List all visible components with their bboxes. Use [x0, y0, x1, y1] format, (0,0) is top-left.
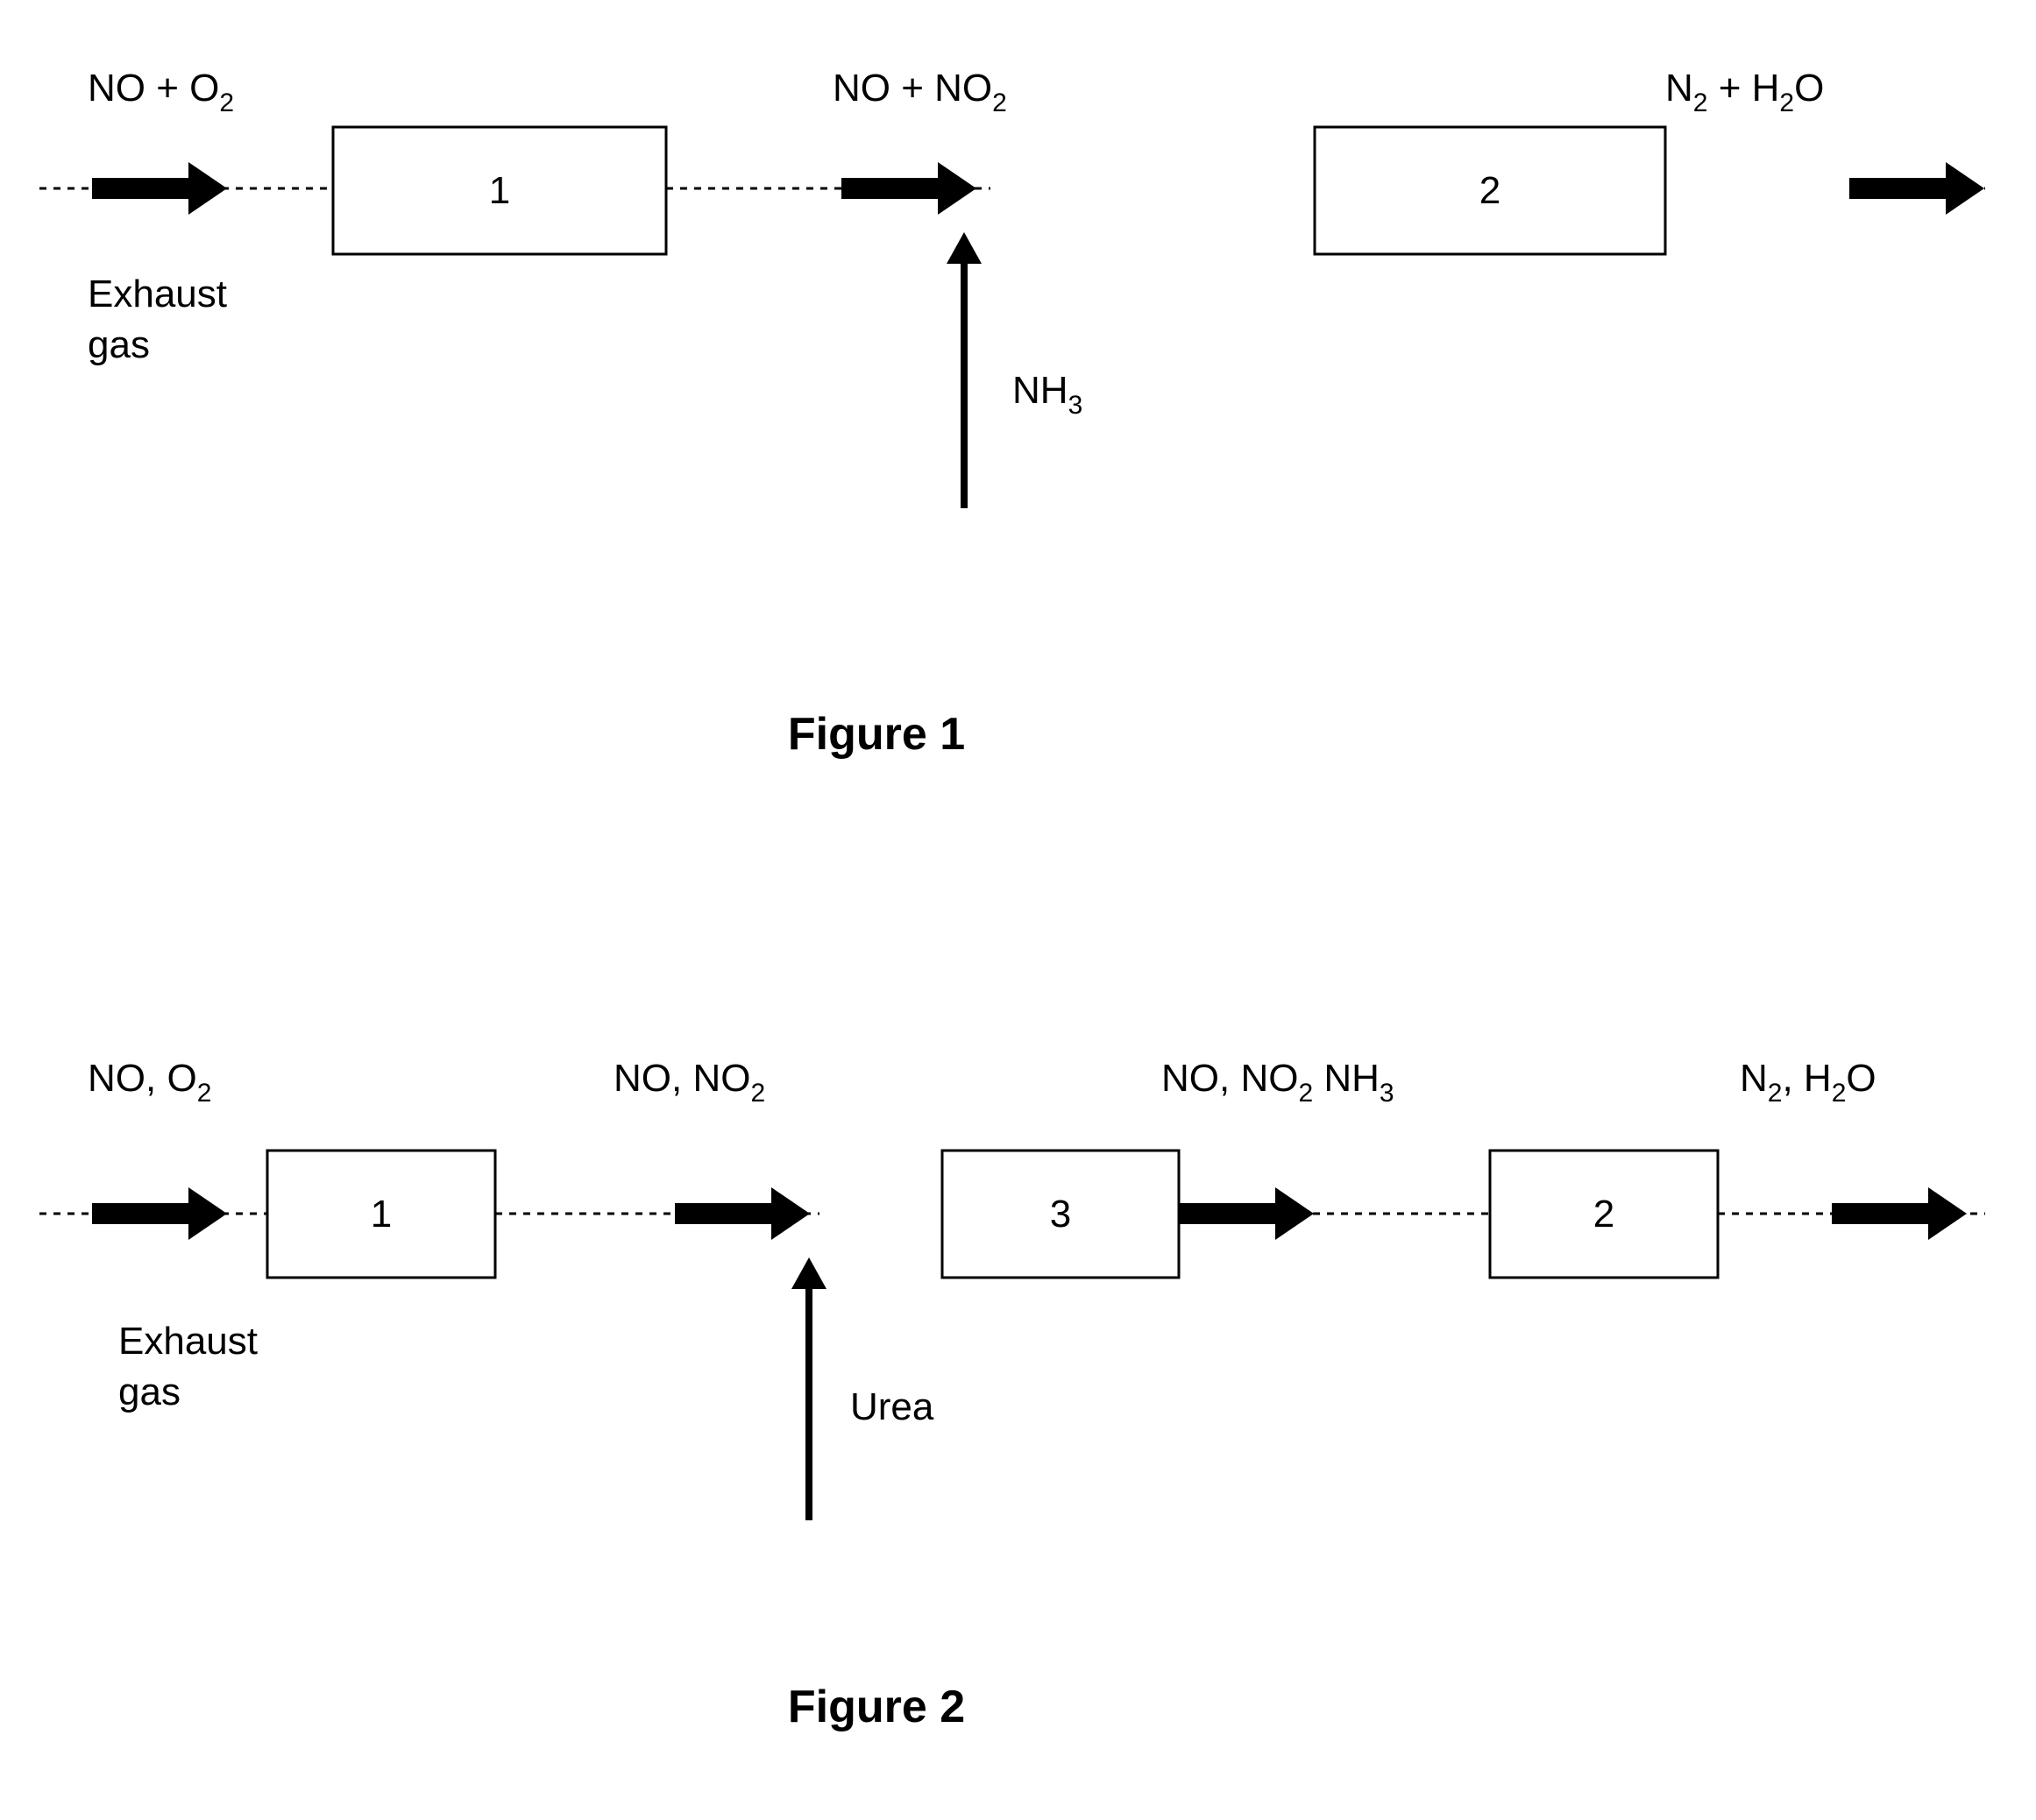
fig2-label-exhaust-1: Exhaust [118, 1320, 258, 1363]
fig2-label-exhaust-2: gas [118, 1370, 181, 1413]
fig1-label-exhaust-2: gas [88, 323, 150, 366]
fig2-arrow-2 [1179, 1187, 1314, 1240]
fig1-label-exhaust-1: Exhaust [88, 273, 227, 315]
fig1-arrow-0 [92, 162, 227, 215]
fig1-label-inlet: NO + O2 [88, 67, 234, 117]
fig2-arrow-3 [1832, 1187, 1967, 1240]
fig2-label-inlet: NO, O2 [88, 1057, 211, 1108]
fig2-box-1-label: 1 [371, 1193, 392, 1236]
fig1-label-injection: NH3 [1012, 369, 1082, 420]
fig2-box-3-label: 3 [1050, 1193, 1071, 1236]
fig1-arrow-1 [841, 162, 976, 215]
fig2-arrow-1 [675, 1187, 810, 1240]
fig2-injection-arrow-head [791, 1257, 826, 1289]
fig1-injection-arrow-head [947, 232, 982, 264]
fig2-box-2-label: 2 [1593, 1193, 1614, 1236]
fig2-label-stage3: NO, NO2 NH3 [1161, 1057, 1394, 1108]
fig1-arrow-2 [1849, 162, 1984, 215]
fig2-label-stage2: NO, NO2 [614, 1057, 765, 1108]
fig2-label-outlet: N2, H2O [1740, 1057, 1876, 1108]
fig1-box-2-label: 2 [1479, 169, 1500, 212]
fig2-arrow-0 [92, 1187, 227, 1240]
fig1-label-mid: NO + NO2 [833, 67, 1007, 117]
fig1-box-1-label: 1 [489, 169, 510, 212]
fig1-caption: Figure 1 [788, 709, 965, 760]
fig2-caption: Figure 2 [788, 1682, 965, 1732]
fig2-label-injection: Urea [850, 1385, 934, 1428]
fig1-label-outlet: N2 + H2O [1665, 67, 1824, 117]
